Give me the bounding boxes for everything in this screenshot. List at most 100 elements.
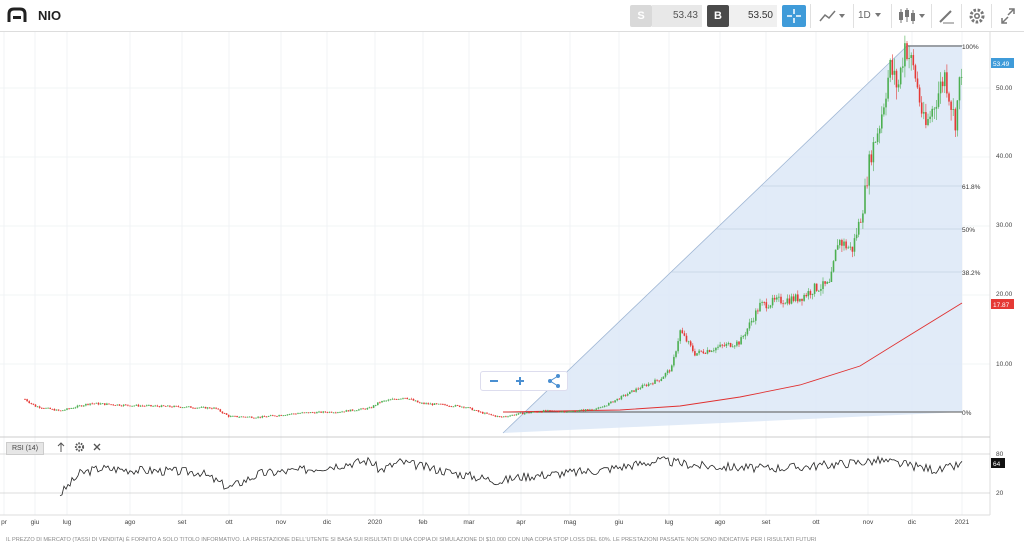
candle-body — [122, 404, 125, 406]
current-price-tag — [991, 58, 1014, 68]
candle-body — [815, 283, 818, 291]
candle-body — [221, 411, 224, 414]
candle-body — [847, 247, 849, 249]
gear-icon — [969, 8, 985, 24]
candle-body — [253, 417, 255, 419]
candle-body — [719, 344, 721, 347]
candle-body — [904, 43, 906, 67]
candle-body — [454, 405, 457, 407]
candle-body — [731, 346, 734, 348]
candle-body — [274, 415, 276, 417]
candle-body — [255, 417, 257, 419]
candle-body — [876, 133, 879, 142]
candle-body — [437, 403, 440, 405]
candle-body — [694, 351, 696, 356]
crosshair-button[interactable] — [782, 5, 806, 27]
candle-body — [587, 409, 589, 411]
candle-body — [448, 405, 450, 407]
candle-body — [792, 296, 795, 301]
instrument-symbol[interactable]: NIO — [38, 8, 62, 23]
rsi-remove-button[interactable] — [92, 441, 102, 456]
rsi-indicator-label[interactable]: RSI (14) — [6, 442, 44, 455]
gear-icon — [74, 442, 85, 452]
rsi-move-up-button[interactable] — [56, 441, 66, 456]
sell-label[interactable]: S — [630, 5, 652, 27]
candle-body — [561, 411, 564, 413]
price-chart[interactable]: 100% 61.8% 50% 38.2% 0% 50.00 40.00 30.0… — [0, 32, 1024, 553]
candle-body — [652, 383, 654, 385]
x-tick-label: dic — [323, 519, 332, 526]
candle-body — [59, 410, 62, 412]
candle-body — [677, 341, 679, 352]
drawing-tools-button[interactable] — [936, 5, 958, 27]
candle-body — [853, 238, 856, 252]
candle-body — [194, 407, 196, 409]
candle-body — [851, 246, 854, 252]
zoom-out-button[interactable] — [483, 372, 505, 390]
candlestick-button[interactable] — [896, 5, 928, 27]
timeframe-button[interactable]: 1D — [858, 5, 888, 27]
candle-body — [582, 409, 585, 411]
rsi-settings-button[interactable] — [74, 441, 85, 456]
candle-body — [769, 305, 772, 308]
candle-body — [101, 403, 104, 405]
candle-body — [654, 379, 656, 384]
candle-body — [845, 241, 847, 249]
candle-body — [108, 403, 110, 405]
settings-button[interactable] — [967, 5, 987, 27]
candle-body — [74, 407, 77, 409]
candle-body — [238, 416, 240, 418]
sell-price[interactable]: 53.43 — [652, 5, 702, 27]
buy-price[interactable]: 53.50 — [729, 5, 777, 27]
candle-body — [358, 409, 360, 411]
candle-body — [702, 351, 705, 354]
candle-body — [610, 401, 612, 404]
candle-body — [878, 128, 881, 134]
candle-body — [723, 345, 726, 347]
x-tick-label: ago — [125, 519, 136, 526]
candle-body — [24, 399, 26, 400]
crosshair-icon — [787, 9, 801, 23]
candle-body — [278, 415, 280, 417]
candle-body — [213, 407, 215, 409]
candle-body — [318, 411, 320, 413]
candle-body — [269, 415, 272, 417]
candle-body — [110, 404, 112, 406]
candle-body — [738, 341, 740, 345]
candle-body — [960, 76, 963, 78]
candle-body — [790, 296, 793, 304]
candle-body — [272, 415, 274, 417]
candle-body — [912, 55, 915, 66]
candle-body — [156, 405, 159, 407]
candle-body — [230, 416, 232, 417]
candle-body — [419, 402, 421, 404]
candle-body — [521, 412, 524, 415]
candle-body — [341, 411, 343, 413]
candle-body — [43, 408, 45, 409]
candle-body — [910, 55, 912, 58]
candle-body — [139, 405, 142, 407]
candle-body — [906, 43, 908, 60]
share-button[interactable] — [543, 372, 565, 390]
candle-body — [387, 399, 390, 401]
buy-label[interactable]: B — [707, 5, 729, 27]
candle-body — [664, 373, 667, 377]
candle-body — [885, 98, 887, 108]
candle-body — [328, 411, 331, 413]
candle-body — [668, 370, 671, 372]
candle-body — [482, 412, 484, 414]
fullscreen-button[interactable] — [998, 5, 1018, 27]
candle-body — [923, 112, 925, 114]
candle-body — [614, 400, 616, 403]
candle-body — [958, 77, 961, 101]
x-tick-label: set — [178, 519, 187, 526]
zoom-in-button[interactable] — [509, 372, 531, 390]
x-tick-label: nov — [863, 519, 874, 526]
chart-type-button[interactable] — [818, 5, 848, 27]
candle-body — [412, 398, 415, 401]
candle-body — [290, 413, 293, 415]
candle-body — [748, 322, 751, 329]
candle-body — [729, 343, 732, 347]
candle-body — [757, 310, 759, 312]
fib-trend-line — [502, 44, 909, 434]
